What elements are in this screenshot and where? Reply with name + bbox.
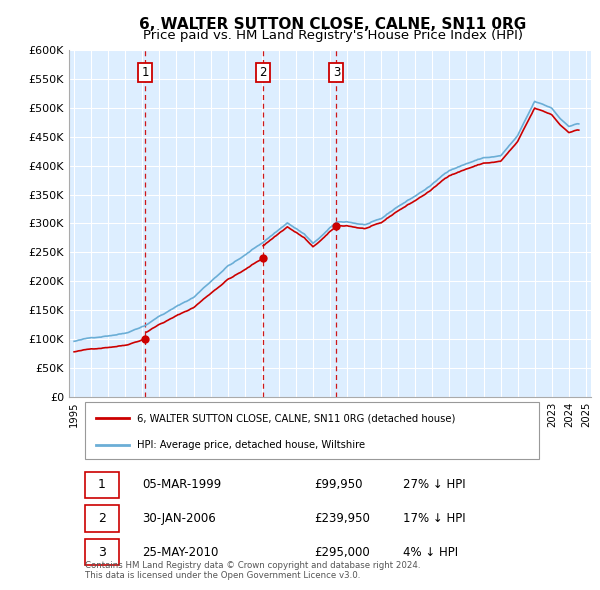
Text: 2: 2 — [259, 66, 267, 79]
Text: HPI: Average price, detached house, Wiltshire: HPI: Average price, detached house, Wilt… — [137, 440, 365, 450]
FancyBboxPatch shape — [85, 506, 119, 532]
Text: This data is licensed under the Open Government Licence v3.0.: This data is licensed under the Open Gov… — [85, 571, 360, 581]
Text: 2: 2 — [98, 512, 106, 525]
Text: 4% ↓ HPI: 4% ↓ HPI — [403, 546, 458, 559]
Text: 1: 1 — [98, 478, 106, 491]
Text: 25-MAY-2010: 25-MAY-2010 — [142, 546, 218, 559]
Text: Contains HM Land Registry data © Crown copyright and database right 2024.: Contains HM Land Registry data © Crown c… — [85, 561, 420, 570]
FancyBboxPatch shape — [85, 539, 119, 565]
Text: 3: 3 — [333, 66, 340, 79]
Text: 1: 1 — [142, 66, 149, 79]
FancyBboxPatch shape — [85, 471, 119, 498]
Text: 05-MAR-1999: 05-MAR-1999 — [142, 478, 221, 491]
FancyBboxPatch shape — [85, 402, 539, 458]
Text: 27% ↓ HPI: 27% ↓ HPI — [403, 478, 466, 491]
Text: £99,950: £99,950 — [314, 478, 363, 491]
Text: Price paid vs. HM Land Registry's House Price Index (HPI): Price paid vs. HM Land Registry's House … — [143, 30, 523, 42]
Text: 30-JAN-2006: 30-JAN-2006 — [142, 512, 216, 525]
Text: £239,950: £239,950 — [314, 512, 370, 525]
Text: £295,000: £295,000 — [314, 546, 370, 559]
Text: 6, WALTER SUTTON CLOSE, CALNE, SN11 0RG: 6, WALTER SUTTON CLOSE, CALNE, SN11 0RG — [139, 17, 527, 31]
Text: 6, WALTER SUTTON CLOSE, CALNE, SN11 0RG (detached house): 6, WALTER SUTTON CLOSE, CALNE, SN11 0RG … — [137, 413, 455, 423]
Text: 17% ↓ HPI: 17% ↓ HPI — [403, 512, 466, 525]
Text: 3: 3 — [98, 546, 106, 559]
